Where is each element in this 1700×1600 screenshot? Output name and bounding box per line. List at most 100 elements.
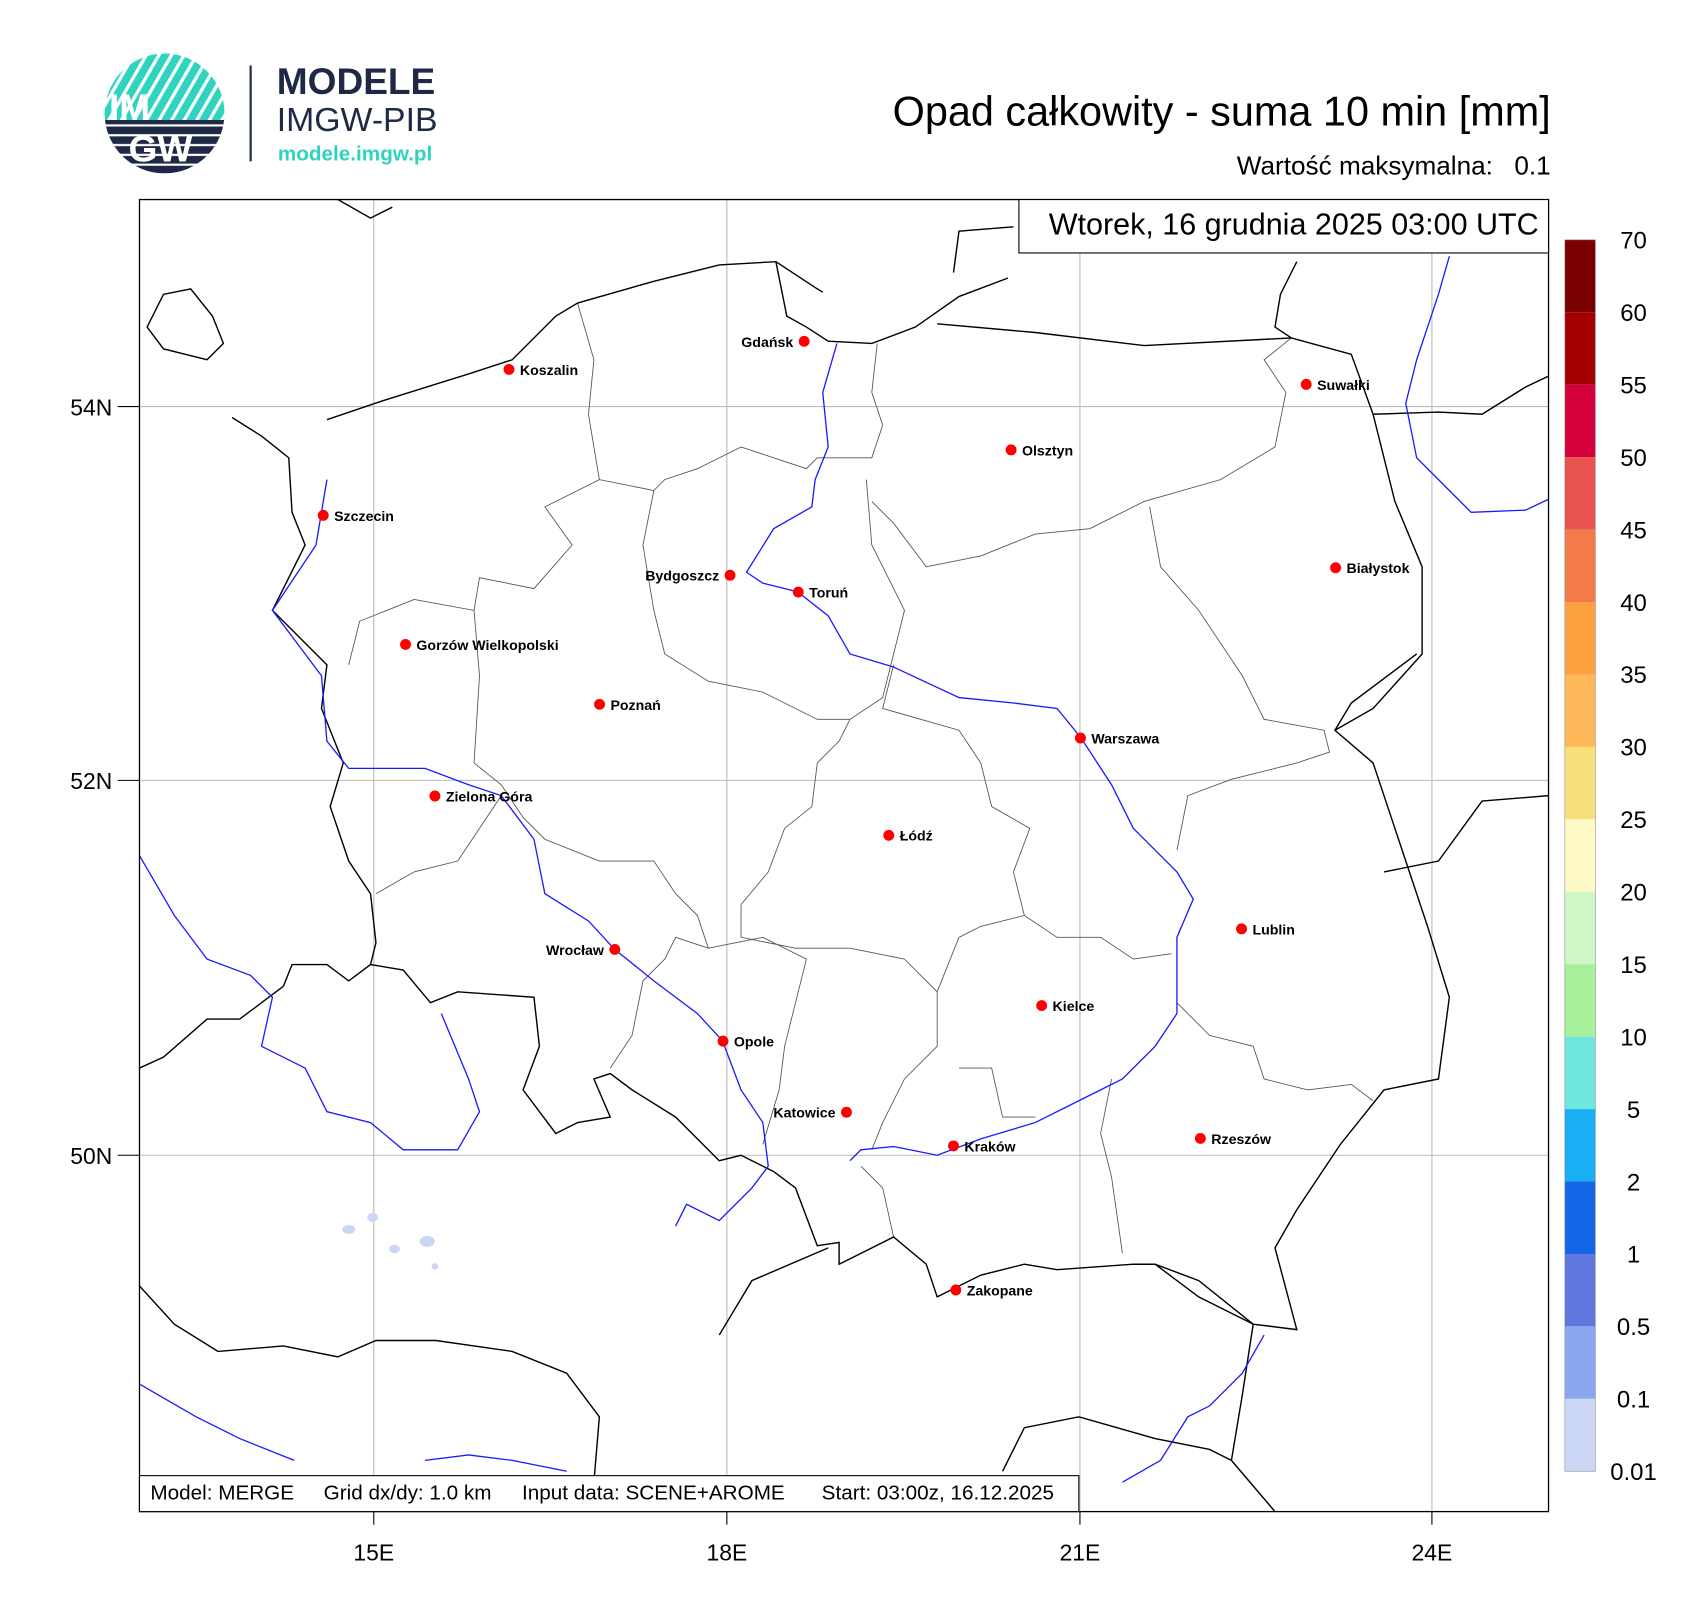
- precipitation-areas: [342, 1213, 439, 1270]
- city-marker: [717, 1035, 729, 1047]
- city-1: Koszalin: [503, 363, 578, 379]
- graticule: [139, 199, 1549, 1512]
- colorbar-bin-2: [1564, 384, 1596, 458]
- city-label: Warszawa: [1091, 731, 1159, 747]
- y-tick-54n: 54N: [70, 394, 112, 420]
- colorbar-label: 5: [1627, 1097, 1640, 1124]
- city-label: Katowice: [773, 1106, 835, 1122]
- city-marker: [1075, 732, 1086, 744]
- city-label: Wrocław: [546, 943, 605, 959]
- logo-brand: MODELE: [277, 60, 435, 102]
- city-marker: [883, 829, 895, 841]
- colorbar-label: 0.01: [1610, 1459, 1657, 1486]
- city-17: Katowice: [773, 1106, 852, 1122]
- info-grid: Grid dx/dy: 1.0 km: [324, 1482, 492, 1505]
- city-label: Zielona Góra: [446, 789, 533, 805]
- info-model: Model: MERGE: [150, 1482, 294, 1505]
- city-marker: [1036, 1000, 1048, 1012]
- city-label: Gdańsk: [741, 335, 793, 351]
- city-0: Gdańsk: [741, 335, 810, 351]
- city-label: Szczecin: [334, 509, 394, 525]
- city-label: Białystok: [1347, 561, 1410, 577]
- colorbar-label: 55: [1620, 372, 1647, 399]
- city-18: Rzeszów: [1194, 1132, 1272, 1148]
- y-tick-52n: 52N: [70, 768, 112, 794]
- valid-time: Wtorek, 16 grudnia 2025 03:00 UTC: [1049, 207, 1539, 241]
- city-marker: [1300, 378, 1312, 390]
- city-20: Zakopane: [950, 1283, 1033, 1299]
- max-value: 0.1: [1514, 150, 1550, 180]
- city-19: Kraków: [948, 1139, 1016, 1155]
- city-label: Toruń: [809, 586, 848, 602]
- colorbar-frame: [1564, 239, 1596, 1472]
- city-marker: [1330, 562, 1342, 574]
- imgw-logo: IM GW MODELE IMGW-PIB modele.imgw.pl: [104, 53, 438, 174]
- city-marker: [400, 639, 411, 650]
- colorbar-bin-7: [1564, 746, 1596, 820]
- city-label: Koszalin: [520, 363, 578, 379]
- date-box: Wtorek, 16 grudnia 2025 03:00 UTC: [1018, 199, 1550, 254]
- max-value-label: Wartość maksymalna:: [1237, 150, 1493, 180]
- city-7: Toruń: [792, 586, 848, 602]
- colorbar-bin-1: [1564, 312, 1596, 385]
- city-10: Warszawa: [1075, 731, 1159, 747]
- city-marker: [798, 335, 810, 347]
- city-2: Suwałki: [1300, 378, 1370, 394]
- city-marker: [841, 1106, 852, 1118]
- city-4: Szczecin: [317, 509, 394, 525]
- city-marker: [948, 1140, 959, 1152]
- colorbar-label: 15: [1620, 952, 1647, 979]
- city-marker: [429, 790, 441, 802]
- colorbar-bin-3: [1564, 457, 1596, 530]
- colorbar: 70 60 55 50 45 40 35 30 25 20 15 10 5 2 1 0.5 0.1 0.01: [1564, 228, 1657, 1486]
- colorbar-label: 0.1: [1617, 1387, 1650, 1414]
- city-label: Lublin: [1252, 922, 1294, 938]
- map-frame: [138, 198, 1550, 1513]
- colorbar-label: 45: [1620, 517, 1647, 544]
- colorbar-bin-14: [1564, 1253, 1596, 1327]
- country-borders: [139, 199, 1549, 1512]
- city-3: Olsztyn: [1005, 443, 1073, 459]
- colorbar-bin-8: [1564, 819, 1596, 892]
- city-12: Łódź: [883, 829, 933, 845]
- logo-text-gw: GW: [129, 127, 193, 169]
- x-tick-18e: 18E: [707, 1540, 748, 1566]
- logo-subbrand: IMGW-PIB: [277, 101, 438, 139]
- city-label: Gorzów Wielkopolski: [416, 638, 558, 654]
- colorbar-bin-9: [1564, 891, 1596, 965]
- voivodeship-borders: [348, 302, 1374, 1254]
- city-marker: [1236, 923, 1247, 935]
- colorbar-label: 50: [1620, 445, 1647, 472]
- city-6: Bydgoszcz: [645, 569, 736, 585]
- colorbar-label: 20: [1620, 880, 1647, 907]
- city-label: Kraków: [964, 1139, 1016, 1155]
- city-9: Poznań: [594, 698, 661, 714]
- colorbar-label: 10: [1620, 1024, 1647, 1051]
- x-tick-21e: 21E: [1060, 1540, 1101, 1566]
- city-15: Kielce: [1036, 999, 1094, 1015]
- axis-ticks: [117, 406, 1433, 1525]
- colorbar-label: 30: [1620, 735, 1647, 762]
- city-label: Łódź: [900, 829, 933, 845]
- x-tick-24e: 24E: [1412, 1540, 1453, 1566]
- city-14: Wrocław: [546, 943, 621, 959]
- city-marker: [950, 1284, 962, 1296]
- city-label: Suwałki: [1317, 378, 1370, 394]
- x-tick-15e: 15E: [353, 1540, 394, 1566]
- city-marker: [317, 509, 329, 521]
- colorbar-bin-15: [1564, 1326, 1596, 1399]
- colorbar-label: 60: [1620, 300, 1647, 327]
- city-label: Rzeszów: [1211, 1132, 1272, 1148]
- page-title: Opad całkowity - suma 10 min [mm]: [893, 88, 1551, 134]
- city-label: Kielce: [1053, 999, 1095, 1015]
- colorbar-bin-5: [1564, 602, 1596, 675]
- colorbar-label: 70: [1620, 228, 1647, 255]
- city-11: Zielona Góra: [429, 789, 532, 805]
- colorbar-bin-6: [1564, 674, 1596, 747]
- colorbar-bin-4: [1564, 529, 1596, 603]
- city-label: Opole: [734, 1035, 774, 1051]
- logo-url: modele.imgw.pl: [278, 142, 432, 165]
- info-start: Start: 03:00z, 16.12.2025: [822, 1482, 1054, 1505]
